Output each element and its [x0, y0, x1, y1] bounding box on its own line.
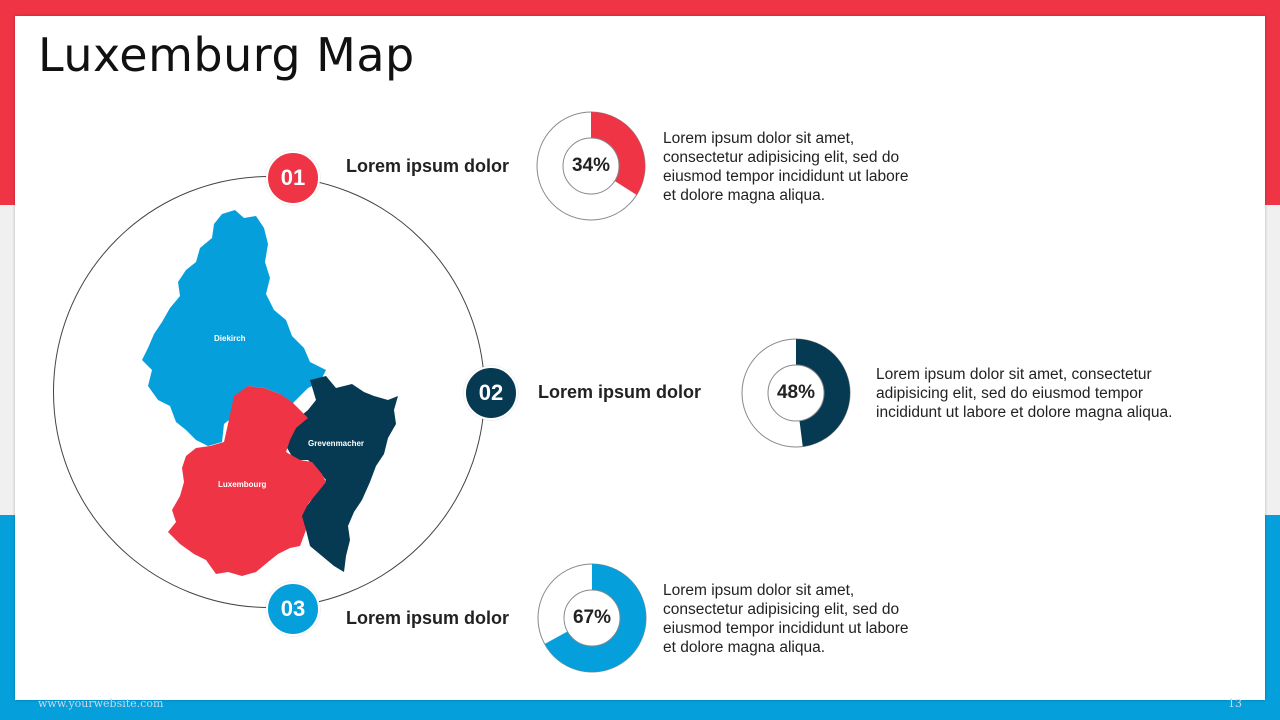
- item-03-percent: 67%: [572, 607, 612, 628]
- item-03-desc-line: et dolore magna aliqua.: [663, 639, 826, 656]
- luxembourg-map: Diekirch Grevenmacher Luxembourg: [142, 210, 398, 576]
- map-label-luxembourg: Luxembourg: [218, 480, 267, 489]
- item-03-number-badge: 03: [266, 582, 320, 636]
- item-02-percent: 48%: [776, 382, 816, 403]
- map-label-grevenmacher: Grevenmacher: [308, 439, 364, 448]
- region-luxembourg: [168, 386, 326, 576]
- item-02-desc-line: adipisicing elit, sed do eiusmod tempor: [876, 385, 1144, 402]
- slide-title: Luxemburg Map: [38, 28, 415, 82]
- item-01-number-badge: 01: [266, 151, 320, 205]
- item-02-desc-line: incididunt ut labore et dolore magna ali…: [876, 404, 1173, 421]
- item-03-donut: 67%: [537, 563, 647, 673]
- item-03-desc-line: consectetur adipisicing elit, sed do: [663, 601, 900, 618]
- item-03-label: Lorem ipsum dolor: [346, 608, 510, 628]
- item-03-desc-line: eiusmod tempor incididunt ut labore: [663, 620, 909, 637]
- item-02-label: Lorem ipsum dolor: [538, 382, 702, 402]
- item-03-donut-chart: [537, 563, 647, 673]
- item-01-desc-line: et dolore magna aliqua.: [663, 187, 826, 204]
- region-diekirch: [142, 210, 326, 446]
- item-02-number-badge: 02: [464, 366, 518, 420]
- item-03-desc-line: Lorem ipsum dolor sit amet,: [663, 582, 855, 599]
- map-label-diekirch: Diekirch: [214, 334, 246, 343]
- region-grevenmacher: [286, 376, 398, 572]
- page-number: 13: [1228, 697, 1242, 710]
- item-01-description: Lorem ipsum dolor sit amet, consectetur …: [663, 129, 909, 205]
- item-02-donut-chart: [741, 338, 851, 448]
- item-01-donut-chart: [536, 111, 646, 221]
- item-01-label: Lorem ipsum dolor: [346, 156, 510, 176]
- item-02-desc-line: Lorem ipsum dolor sit amet, consectetur: [876, 366, 1152, 383]
- footer-website[interactable]: www.yourwebsite.com: [38, 697, 164, 710]
- item-03-description: Lorem ipsum dolor sit amet, consectetur …: [663, 581, 909, 657]
- item-01-desc-line: Lorem ipsum dolor sit amet,: [663, 130, 855, 147]
- item-01-desc-line: eiusmod tempor incididunt ut labore: [663, 168, 909, 185]
- item-01-donut: 34%: [536, 111, 646, 221]
- item-02-description: Lorem ipsum dolor sit amet, consectetur …: [876, 365, 1172, 422]
- item-01-percent: 34%: [571, 155, 611, 176]
- item-02-donut: 48%: [741, 338, 851, 448]
- item-01-desc-line: consectetur adipisicing elit, sed do: [663, 149, 900, 166]
